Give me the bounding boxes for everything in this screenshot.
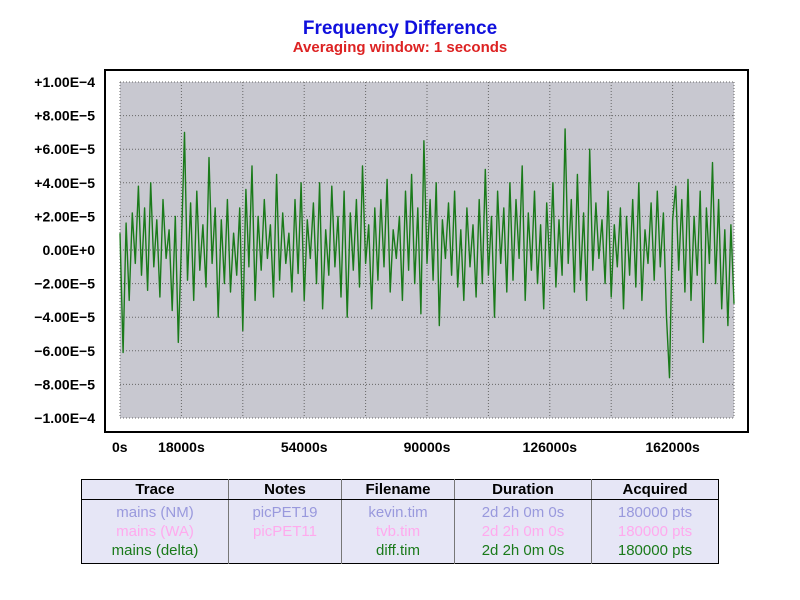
- y-tick-label: +4.00E−5: [34, 175, 95, 191]
- y-tick-label: −6.00E−5: [34, 343, 95, 359]
- duration-cell: 2d 2h 0m 0s: [454, 522, 592, 541]
- x-tick-label: 0s: [112, 439, 128, 455]
- trace-cell: mains (NM): [116, 504, 194, 521]
- acquired-cell: 180000 pts: [591, 499, 719, 522]
- notes-cell: [228, 541, 342, 564]
- acquired-cell: 180000 pts: [591, 541, 719, 564]
- acquired-cell: 180000 pts: [591, 522, 719, 541]
- x-tick-label: 18000s: [158, 439, 205, 455]
- y-tick-label: +1.00E−4: [34, 74, 95, 90]
- y-tick-label: −2.00E−5: [34, 276, 95, 292]
- duration-cell: 2d 2h 0m 0s: [454, 499, 592, 522]
- y-tick-label: −1.00E−4: [34, 410, 95, 426]
- x-tick-label: 162000s: [645, 439, 700, 455]
- y-tick-label: −8.00E−5: [34, 376, 95, 392]
- series-line-mains-delta: [119, 128, 735, 379]
- x-tick-label: 126000s: [523, 439, 578, 455]
- legend-row: mains (delta) diff.tim 2d 2h 0m 0s 18000…: [82, 541, 719, 564]
- notes-cell: picPET19: [228, 499, 342, 522]
- notes-cell: picPET11: [228, 522, 342, 541]
- filename-cell: diff.tim: [341, 541, 455, 564]
- header-acquired: Acquired: [591, 479, 719, 500]
- y-tick-label: +2.00E−5: [34, 208, 95, 224]
- x-tick-label: 54000s: [281, 439, 328, 455]
- duration-cell: 2d 2h 0m 0s: [454, 541, 592, 564]
- legend-row: mains (NM) picPET19 kevin.tim 2d 2h 0m 0…: [82, 499, 719, 522]
- frequency-difference-chart: +1.00E−4 +8.00E−5 +6.00E−5 +4.00E−5 +2.00E−5…: [34, 69, 749, 455]
- x-axis-ticks: 0s 18000s 54000s 90000s 126000s 162000s: [112, 439, 700, 455]
- y-axis-ticks: +1.00E−4 +8.00E−5 +6.00E−5 +4.00E−5 +2.00E−5…: [34, 74, 95, 426]
- y-tick-label: +6.00E−5: [34, 141, 95, 157]
- chart-subtitle: Averaging window: 1 seconds: [292, 39, 508, 56]
- y-tick-label: −4.00E−5: [34, 309, 95, 325]
- series-group: [119, 128, 735, 379]
- legend-row: mains (WA) picPET11 tvb.tim 2d 2h 0m 0s …: [82, 522, 719, 541]
- filename-cell: tvb.tim: [341, 522, 455, 541]
- x-tick-label: 90000s: [404, 439, 451, 455]
- legend-table: Trace Notes Filename Duration Acquired m…: [81, 479, 719, 564]
- filename-cell: kevin.tim: [341, 499, 455, 522]
- chart-title: Frequency Difference: [302, 18, 498, 39]
- trace-cell: mains (WA): [116, 523, 194, 540]
- header-trace: Trace: [81, 479, 229, 500]
- header-filename: Filename: [341, 479, 455, 500]
- trace-cell: mains (delta): [111, 542, 199, 559]
- header-notes: Notes: [228, 479, 342, 500]
- legend-header-row: Trace Notes Filename Duration Acquired: [81, 479, 719, 500]
- header-duration: Duration: [454, 479, 592, 500]
- y-tick-label: +8.00E−5: [34, 108, 95, 124]
- y-tick-label: 0.00E+0: [42, 242, 95, 258]
